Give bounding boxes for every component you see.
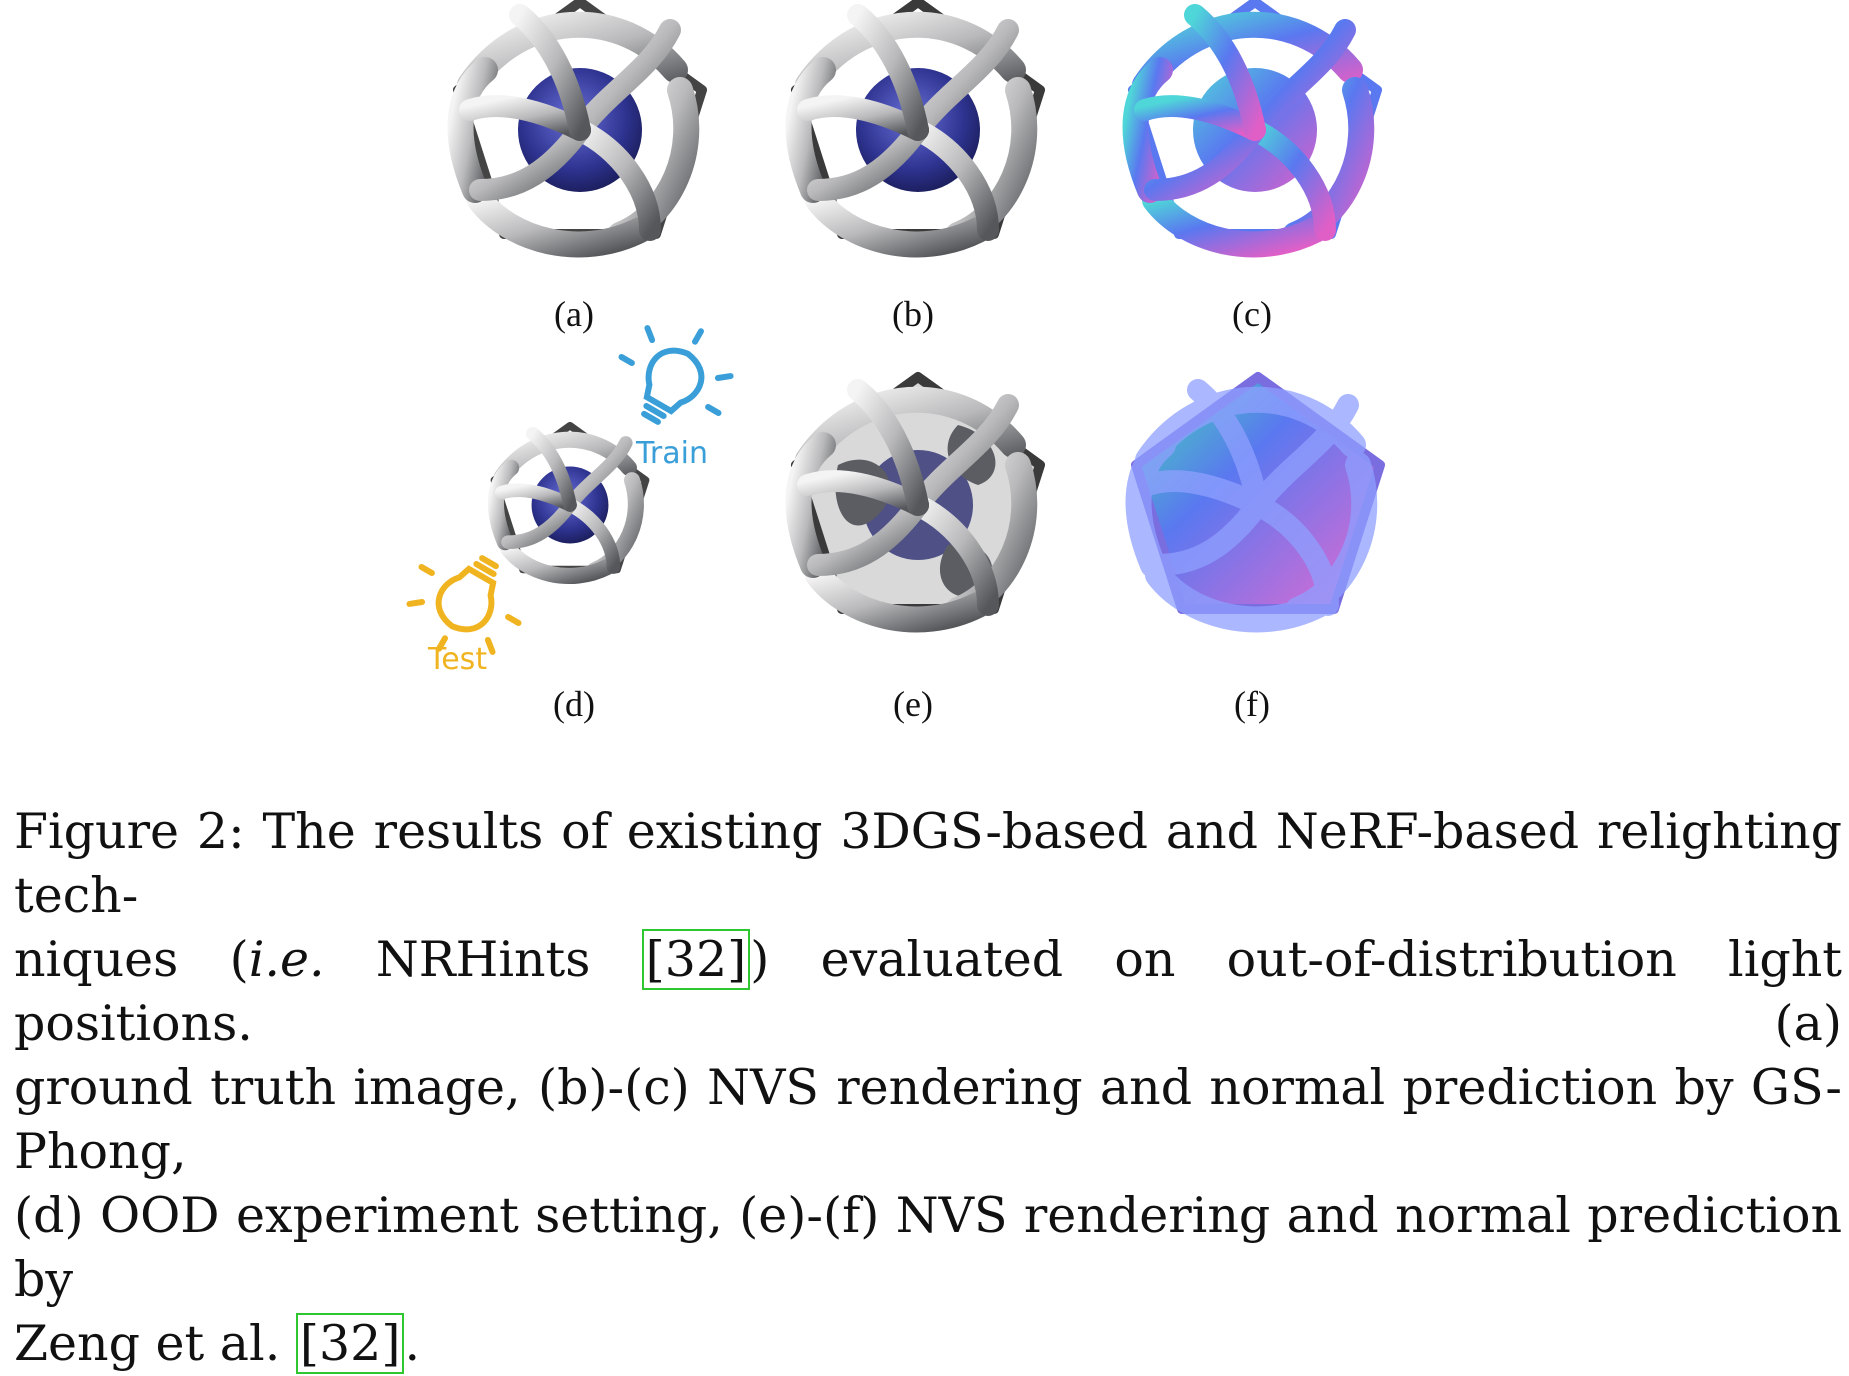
panel-a-image <box>456 0 704 244</box>
train-bulb-icon <box>618 325 734 425</box>
train-label: Train <box>636 436 708 471</box>
figure-image <box>406 0 1849 655</box>
panel-e-label: (e) <box>893 684 933 724</box>
panel-f-label: (f) <box>1234 684 1270 724</box>
figure-caption: Figure 2: The results of existing 3DGS-b… <box>14 800 1842 1376</box>
caption-line-4: (d) OOD experiment setting, (e)-(f) NVS … <box>14 1187 1842 1308</box>
caption-line-3: ground truth image, (b)-(c) NVS renderin… <box>14 1059 1842 1180</box>
caption-line-1: Figure 2: The results of existing 3DGS-b… <box>14 803 1842 924</box>
panel-a-label: (a) <box>554 294 594 334</box>
caption-text: ) evaluated on out-of-distribution light… <box>14 931 1842 1052</box>
caption-line-5: Zeng et al. [32]. <box>14 1312 1842 1376</box>
caption-text: . <box>404 1315 421 1372</box>
panel-f-image <box>1134 375 1382 619</box>
panel-d-label: (d) <box>553 684 595 724</box>
caption-text: Zeng et al. <box>14 1315 296 1372</box>
caption-ie: i.e. <box>248 931 325 988</box>
panel-d-image <box>406 325 734 655</box>
panel-b-label: (b) <box>892 294 934 334</box>
citation-link[interactable]: [32] <box>295 1313 405 1374</box>
citation-link[interactable]: [32] <box>641 929 751 990</box>
caption-line-2: niques (i.e. NRHints [32]) evaluated on … <box>14 928 1842 1056</box>
caption-text: niques ( <box>14 931 249 988</box>
panel-b-image <box>794 0 1042 244</box>
test-label: Test <box>428 642 488 677</box>
caption-text: NRHints <box>324 931 642 988</box>
test-bulb-icon <box>406 555 522 655</box>
panel-e-image <box>794 375 1042 619</box>
panel-c-label: (c) <box>1232 294 1272 334</box>
panel-c-image <box>1131 0 1379 244</box>
